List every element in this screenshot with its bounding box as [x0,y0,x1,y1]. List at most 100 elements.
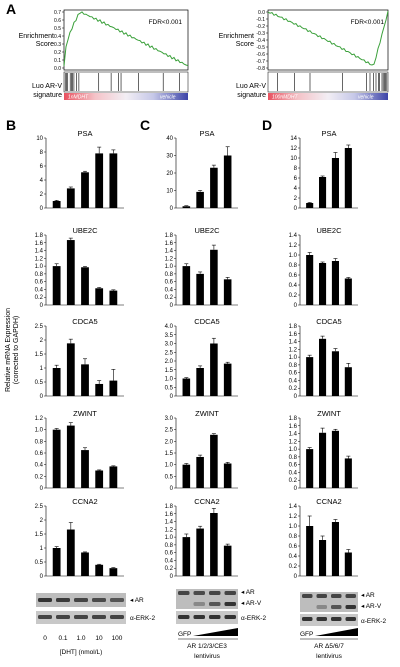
chart-title: ZWINT [73,409,97,418]
blot-band [92,598,106,602]
xaxis-c-vector: lentivirus [194,653,220,660]
y-tick-label: 1.8 [165,504,174,510]
bar [344,367,352,396]
y-tick-label: 0 [40,303,44,309]
blot-c-label-ar: ◂ AR [241,589,255,596]
y-tick-label: 0 [170,486,174,492]
bar [81,267,89,305]
bar [109,380,118,396]
y-tick-label: 1 [40,546,44,552]
blot-c-label-erk: α-ERK-2 [241,615,266,622]
y-tick-label: 1.4 [165,520,174,526]
xaxis-b-tick-4: 100 [112,635,123,642]
y-tick-label: 0 [294,574,298,580]
bar [196,528,204,576]
y-tick-label: 1.8 [35,233,44,239]
bar [223,463,232,488]
blot-band [331,605,342,609]
gsea1-hit-box [63,71,189,93]
y-tick-label: 2 [40,518,44,524]
y-tick-label: 0.6 [289,544,298,550]
y-tick-label: 0.4 [289,283,298,289]
bar [182,464,191,488]
chart-title: CDCA5 [72,317,97,326]
y-tick-label: 0 [40,206,44,212]
bar [319,432,327,488]
xaxis-b-tick-2: 1.0 [76,635,85,642]
bar-chart-b-cdca5: CDCA5 0 0.5 1 1.5 2 2.5 [35,317,124,400]
blot-band [38,598,52,602]
chart-title: UBE2C [316,226,342,235]
bar-chart-grid: PSA0246810UBE2C00.20.40.60.81.01.21.41.6… [35,129,358,580]
y-tick-label: 0.8 [165,543,174,549]
blot-c: ◂ AR ◂ AR-V α-ERK-2 [176,589,266,624]
y-tick-label: 2.0 [165,439,174,445]
y-tick-label: 2.5 [165,428,174,434]
chart-title: CCNA2 [316,497,341,506]
blot-b-erk-bands [38,615,124,619]
blot-band [316,617,327,621]
xaxis-d-gfp: GFP [300,631,313,638]
blot-band [331,594,342,598]
bar [52,368,61,396]
gsea-tick-label: 0.7 [54,10,61,16]
blot-band [56,598,70,602]
y-tick-label: 1.2 [289,243,298,249]
y-tick-label: 0.5 [165,474,174,480]
y-tick-label: 0.8 [35,272,44,278]
chart-title: PSA [77,129,92,138]
y-tick-label: 0 [170,303,174,309]
bar [331,261,339,305]
bar-chart-b-zwint: ZWINT 0 0.2 0.4 0.6 0.8 1.0 1.2 [35,409,124,492]
xaxis-b: 0 0.1 1.0 10 100 [DHT] (nmol/L) [43,635,123,656]
bar [182,266,191,305]
y-tick-label: 0.2 [35,295,44,301]
y-tick-label: 1.6 [165,241,174,247]
bar [306,255,314,305]
y-tick-label: 0.8 [35,439,44,445]
bar [223,279,232,305]
y-tick-label: 1.0 [289,355,298,361]
bar [109,466,118,488]
y-tick-label: 0.2 [289,386,298,392]
gsea-tick-label: 0.4 [54,34,61,40]
y-tick-label: 0 [294,206,298,212]
blot-band [209,591,221,595]
blot-band [193,615,205,619]
gsea1-frame [63,9,189,71]
y-tick-label: 2 [40,338,44,344]
xaxis-d: GFP AR Δ5/6/7 lentivirus [300,628,358,660]
y-tick-label: 0.5 [165,385,174,391]
y-tick-label: 0.2 [289,564,298,570]
bar [344,458,352,488]
bar [331,522,339,576]
chart-title: ZWINT [317,409,341,418]
gsea1-signature-line1: Luo AR-V [32,83,62,90]
y-tick-label: 1.0 [165,463,174,469]
gsea-tick-label: -0.3 [256,31,265,37]
bar [196,456,204,488]
y-tick-label: 0 [294,303,298,309]
gsea2-right-label: vehicle [358,95,374,101]
xaxis-c: GFP AR 1/2/3/CE3 lentivirus [178,628,238,660]
y-tick-label: 1.0 [289,253,298,259]
y-tick-label: 20 [166,171,173,177]
y-tick-label: 1.0 [165,377,174,383]
y-tick-label: 40 [166,136,173,142]
blot-c-erk-bands [178,615,236,619]
y-tick-label: 1.5 [35,352,44,358]
bar-chart-d-ccna2: CCNA2 0 0.2 0.4 0.6 0.8 1.0 1.2 1.4 [289,497,358,580]
y-tick-label: 0 [40,394,44,400]
gsea1-signature-line2: signature [33,92,62,99]
y-tick-label: 1.2 [35,416,44,422]
blot-d-label-ar: ◂ AR [361,592,375,599]
blot-c-ar-bands [178,591,236,606]
gsea2-left-label: 100nMDHT [272,95,299,101]
y-tick-label: 2.5 [35,504,44,510]
y-tick-label: 4 [40,178,44,184]
bar [196,191,204,208]
y-tick-label: 0.4 [289,470,298,476]
gsea-plot-100dht: Enrichment Score 0.0-0.1-0.2-0.3-0.4-0.5… [219,9,389,101]
y-tick-label: 0.6 [165,280,174,286]
mrna-ylabel-line1: Relative mRNA Expression [5,308,12,392]
